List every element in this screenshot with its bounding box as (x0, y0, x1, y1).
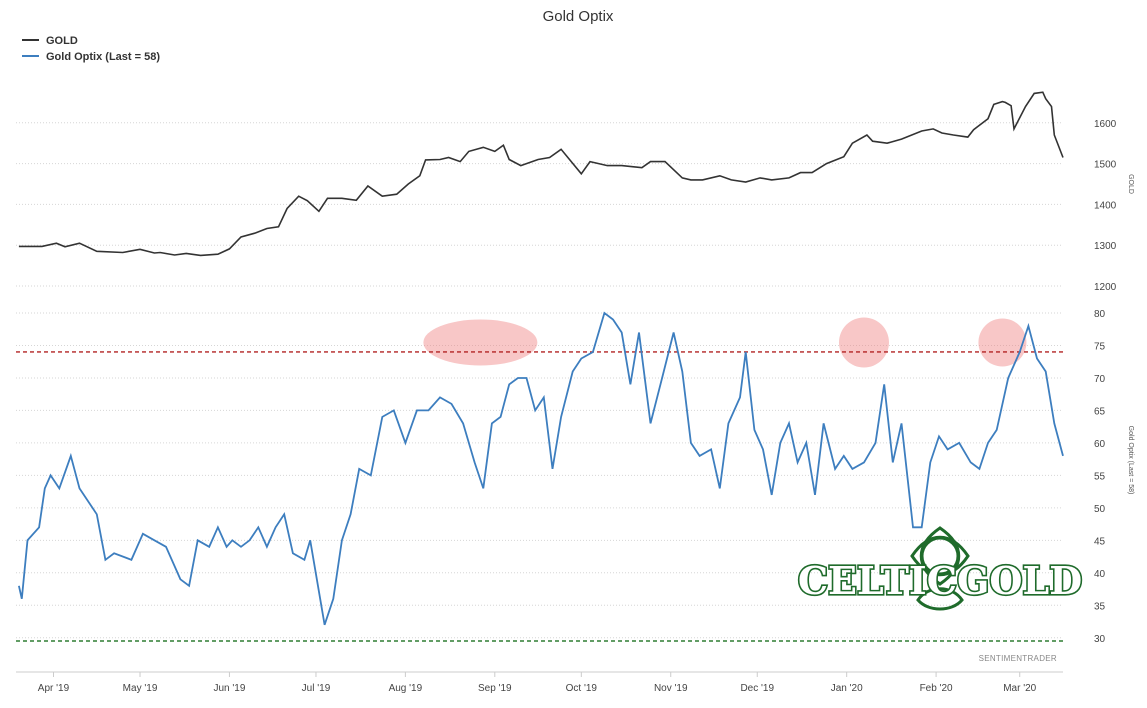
optix-series-line (18, 311, 1064, 626)
x-tick-label: Mar '20 (1003, 683, 1036, 694)
optix-y-tick-label: 45 (1094, 536, 1106, 547)
legend-label-gold[interactable]: GOLD (46, 35, 78, 47)
optix-y-tick-label: 65 (1094, 406, 1106, 417)
optix-gridlines (16, 312, 1063, 639)
watermark-text: CELTICGOLD (798, 558, 1082, 603)
gold-gridlines (16, 122, 1063, 287)
optix-y-tick-label: 60 (1094, 439, 1106, 450)
optix-y-tick-label: 55 (1094, 471, 1106, 482)
gold-series-line (18, 91, 1064, 257)
optix-y-tick-label: 70 (1094, 374, 1106, 385)
x-tick-label: Aug '19 (389, 683, 423, 694)
x-tick-label: Nov '19 (654, 683, 688, 694)
optix-y-tick-label: 50 (1094, 504, 1106, 515)
x-tick-label: Apr '19 (38, 683, 70, 694)
credit-text: SENTIMENTRADER (979, 654, 1057, 663)
optix-y-tick-label: 75 (1094, 341, 1106, 352)
x-tick-label: Sep '19 (478, 683, 512, 694)
x-tick-label: Jun '19 (213, 683, 245, 694)
optix-y-tick-label: 35 (1094, 601, 1106, 612)
chart-title: Gold Optix (543, 8, 614, 25)
gold-y-tick-label: 1200 (1094, 282, 1117, 293)
x-tick-label: Jul '19 (302, 683, 331, 694)
x-tick-label: Jan '20 (831, 683, 863, 694)
x-tick-label: Feb '20 (920, 683, 953, 694)
celticgold-watermark: CELTICGOLD (796, 526, 1084, 611)
optix-y-axis: 30 35 40 45 50 55 60 65 70 75 80 (1094, 309, 1106, 645)
legend[interactable]: GOLD Gold Optix (Last = 58) (22, 35, 160, 63)
optix-y-tick-label: 40 (1094, 569, 1106, 580)
x-tick-label: Dec '19 (740, 683, 774, 694)
x-tick-label: May '19 (123, 683, 158, 694)
gold-axis-label: GOLD (1127, 174, 1134, 194)
optix-y-tick-label: 30 (1094, 634, 1106, 645)
gold-y-tick-label: 1400 (1094, 200, 1117, 211)
overbought-highlights (423, 317, 1027, 368)
gold-y-tick-label: 1500 (1094, 160, 1117, 171)
legend-label-optix[interactable]: Gold Optix (Last = 58) (46, 51, 160, 63)
gold-y-tick-label: 1600 (1094, 119, 1117, 130)
highlight-ellipse (423, 319, 538, 366)
x-axis: Apr '19 May '19 Jun '19 Jul '19 Aug '19 Sep '… (16, 671, 1063, 694)
gold-y-tick-label: 1300 (1094, 241, 1117, 252)
gold-y-axis: 1200 1300 1400 1500 1600 (1094, 119, 1117, 293)
optix-y-tick-label: 80 (1094, 309, 1106, 320)
highlight-ellipse (978, 318, 1027, 367)
x-tick-label: Oct '19 (566, 683, 598, 694)
optix-axis-label: Gold Optix (Last = 58) (1127, 426, 1134, 495)
highlight-ellipse (838, 317, 889, 368)
